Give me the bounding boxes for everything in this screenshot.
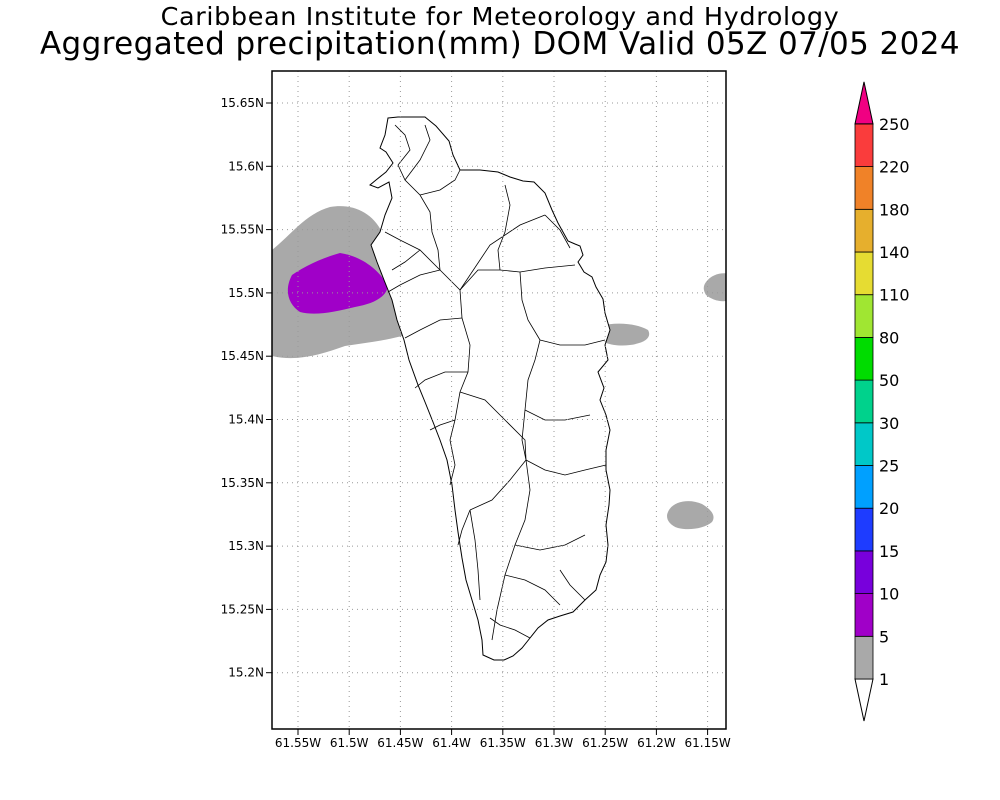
colorbar-label: 50 bbox=[879, 371, 899, 390]
colorbar-swatch bbox=[854, 336, 874, 381]
map-frame bbox=[271, 70, 727, 730]
colorbar-label: 5 bbox=[879, 627, 889, 646]
colorbar-swatch bbox=[854, 294, 874, 338]
map-subtitle: Aggregated precipitation(mm) DOM Valid 0… bbox=[39, 26, 961, 62]
lon-tick-label: 61.2W bbox=[637, 736, 676, 750]
precip-area-far-east-north bbox=[703, 273, 726, 302]
lon-tick-label: 61.3W bbox=[535, 736, 574, 750]
lon-tick-label: 61.25W bbox=[582, 736, 628, 750]
colorbar-label: 250 bbox=[879, 115, 910, 134]
colorbar-label: 110 bbox=[879, 286, 910, 305]
lat-tick-label: 15.4N bbox=[228, 413, 264, 427]
colorbar-swatch bbox=[854, 251, 874, 296]
map-grid bbox=[272, 71, 726, 729]
colorbar-lower-arrow bbox=[854, 678, 874, 722]
lat-tick-label: 15.5N bbox=[228, 286, 264, 300]
island-rivers bbox=[384, 124, 607, 641]
colorbar-label: 1 bbox=[879, 670, 889, 689]
colorbar-label: 220 bbox=[879, 158, 910, 177]
colorbar-swatch bbox=[854, 123, 874, 168]
lon-tick-label: 61.35W bbox=[480, 736, 526, 750]
lat-tick-label: 15.6N bbox=[228, 159, 264, 173]
colorbar-label: 30 bbox=[879, 414, 899, 433]
colorbar-label: 10 bbox=[879, 585, 899, 604]
colorbar-label: 15 bbox=[879, 542, 899, 561]
colorbar-swatch bbox=[854, 593, 874, 637]
dominica-island bbox=[369, 116, 611, 661]
colorbar-label: 80 bbox=[879, 328, 899, 347]
island-outline bbox=[369, 116, 611, 661]
colorbar-label: 20 bbox=[879, 499, 899, 518]
lat-tick-label: 15.55N bbox=[221, 223, 264, 237]
lat-tick-label: 15.2N bbox=[228, 666, 264, 680]
colorbar-swatch bbox=[854, 635, 874, 680]
lon-tick-label: 61.45W bbox=[377, 736, 423, 750]
colorbar-swatch bbox=[854, 550, 874, 595]
colorbar-label: 140 bbox=[879, 243, 910, 262]
lat-tick-label: 15.35N bbox=[221, 476, 264, 490]
colorbar-swatch bbox=[854, 379, 874, 424]
lat-tick-label: 15.3N bbox=[228, 539, 264, 553]
lat-tick-label: 15.65N bbox=[221, 96, 264, 110]
latitude-axis: 15.65N 15.6N 15.55N 15.5N 15.45N 15.4N 15.35N 1… bbox=[221, 96, 272, 680]
lon-tick-label: 61.5W bbox=[330, 736, 369, 750]
colorbar-swatch bbox=[854, 208, 874, 253]
colorbar-swatch bbox=[854, 465, 874, 509]
map-title: Caribbean Institute for Meteorology and … bbox=[160, 2, 840, 31]
longitude-axis: 61.55W 61.5W 61.45W 61.4W 61.35W 61.3W 61.25W 6… bbox=[275, 729, 731, 750]
colorbar-label: 25 bbox=[879, 457, 899, 476]
lat-tick-label: 15.25N bbox=[221, 602, 264, 616]
precip-area-far-east-south bbox=[667, 501, 714, 530]
lon-tick-label: 61.55W bbox=[275, 736, 321, 750]
colorbar-label: 180 bbox=[879, 200, 910, 219]
colorbar-swatch bbox=[854, 422, 874, 466]
precip-area-west-core bbox=[287, 253, 388, 314]
colorbar-upper-arrow bbox=[854, 81, 874, 125]
colorbar-swatch bbox=[854, 507, 874, 552]
lon-tick-label: 61.15W bbox=[684, 736, 730, 750]
colorbar-swatch bbox=[854, 166, 874, 210]
lon-tick-label: 61.4W bbox=[432, 736, 471, 750]
lat-tick-label: 15.45N bbox=[221, 349, 264, 363]
